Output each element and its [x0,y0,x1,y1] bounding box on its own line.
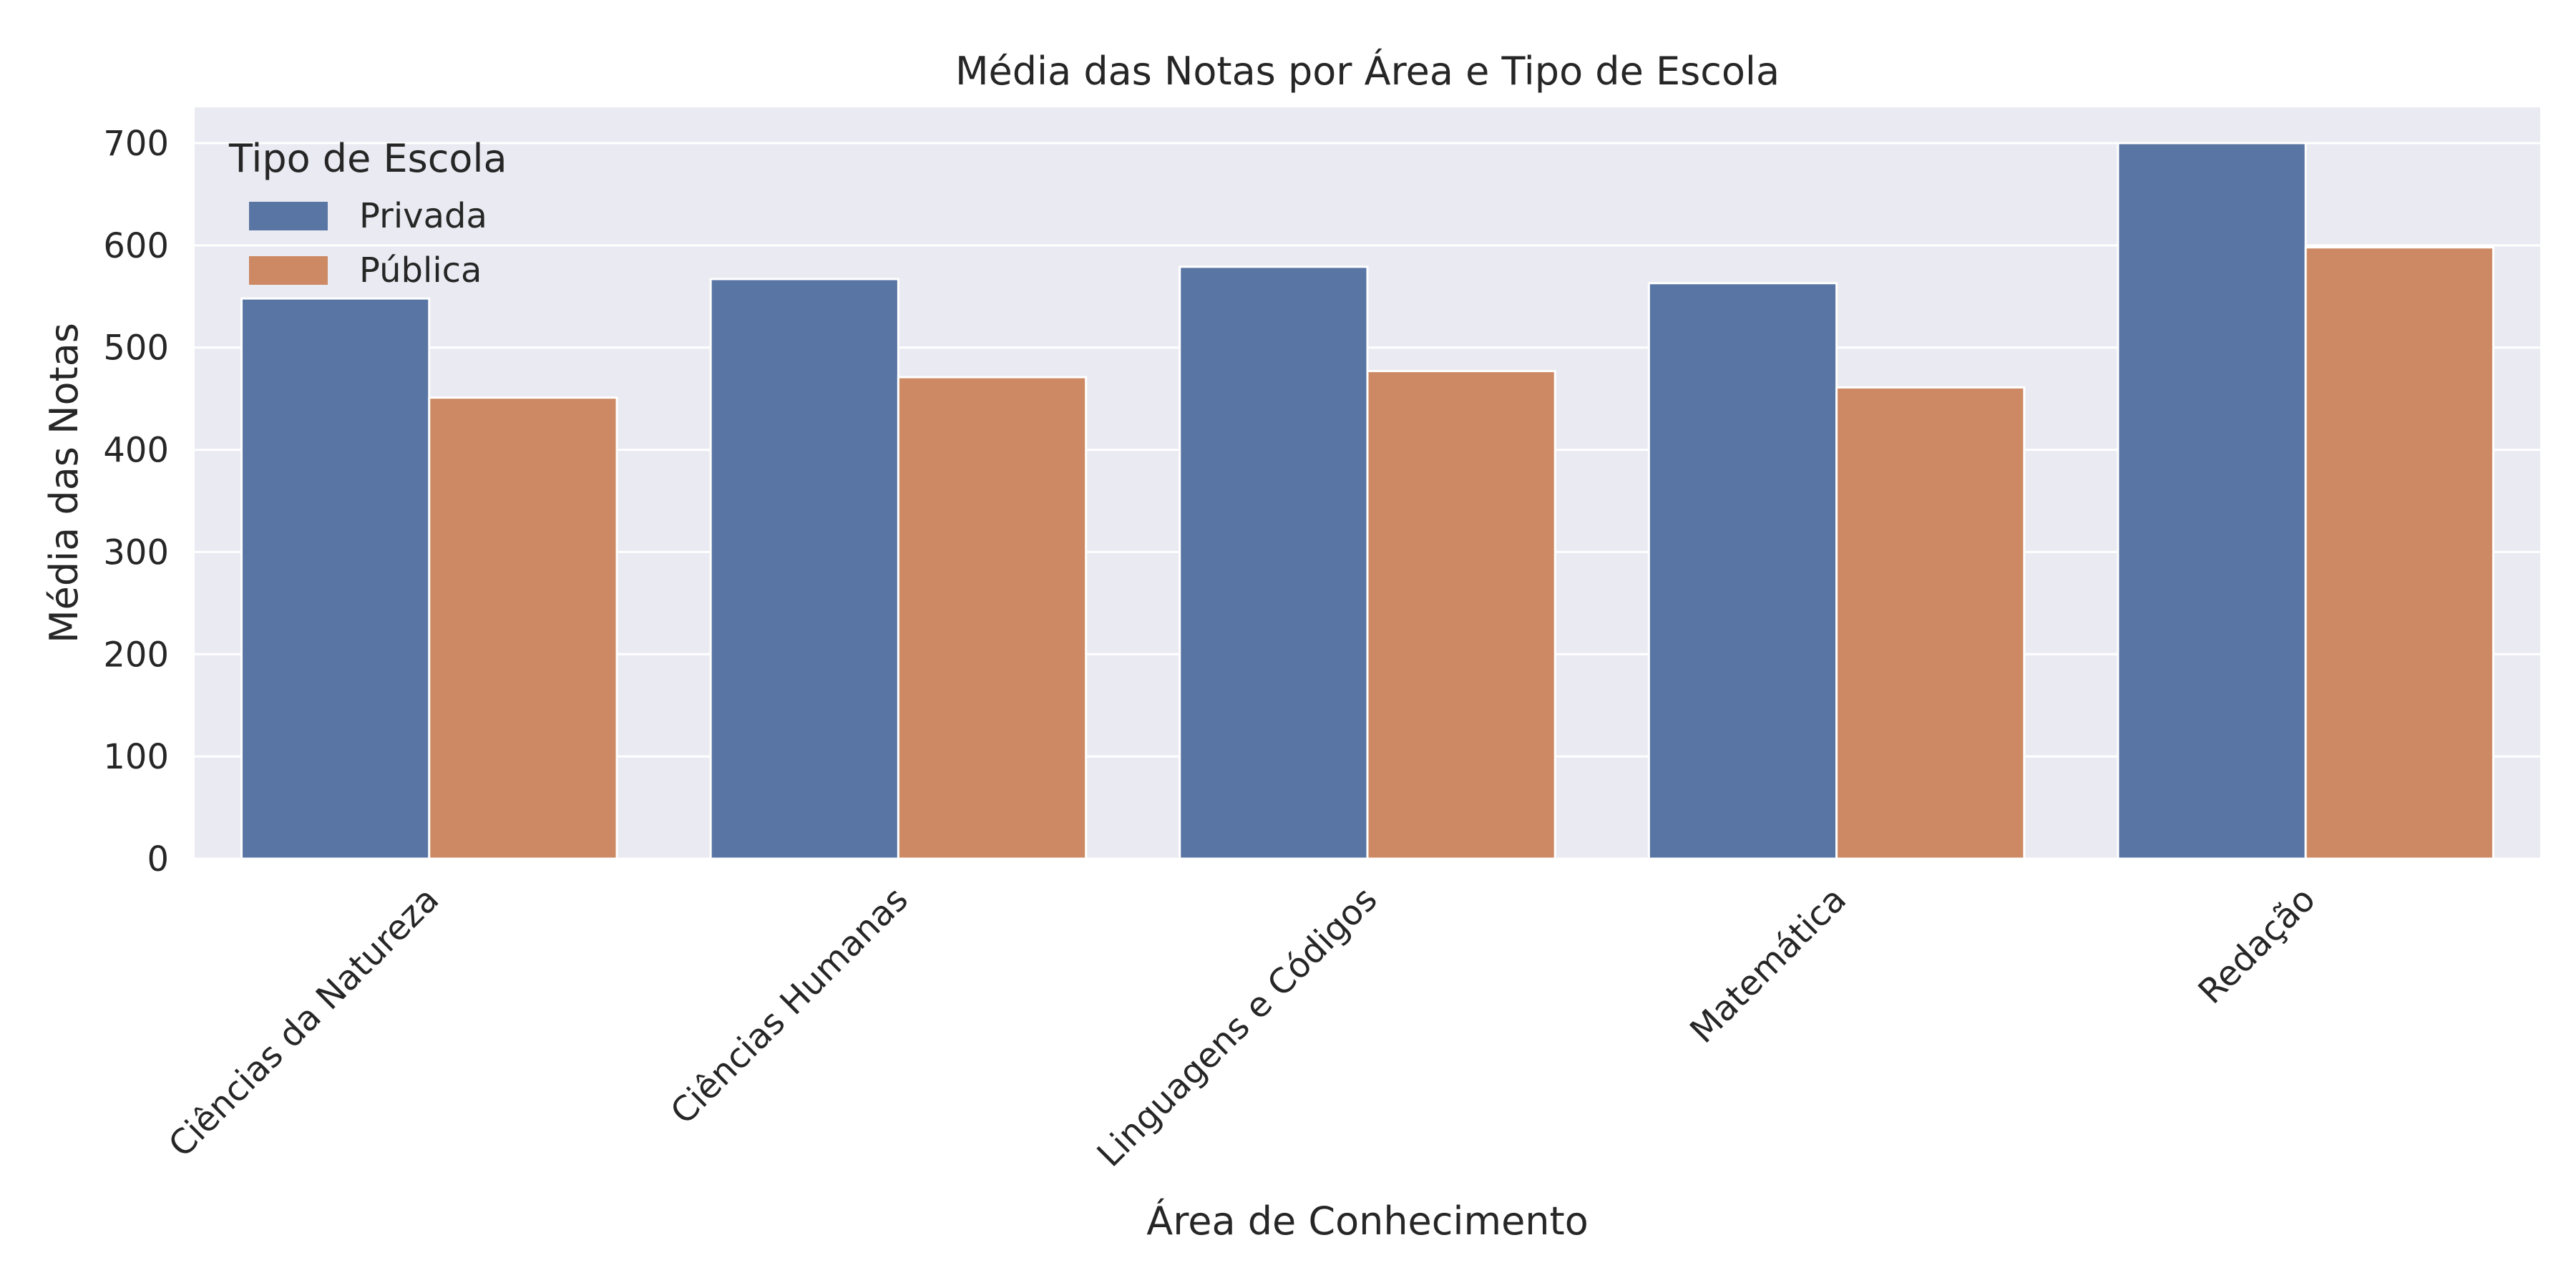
bar-publica-linguagens-e-codigos [1366,370,1556,860]
y-tick-label-300: 300 [103,532,169,572]
y-axis-label: Média das Notas [42,323,87,643]
bar-privada-ciencias-humanas [709,278,899,860]
y-axis-ticks: 0 100 200 300 400 500 600 700 [103,124,169,879]
x-axis-label: Área de Conhecimento [1146,1199,1588,1244]
legend-swatch-publica [249,256,328,285]
bar-privada-ciencias-da-natureza [240,297,431,860]
x-tick-label-linguagens-e-codigos: Linguagens e Códigos [1090,879,1385,1175]
y-tick-label-600: 600 [103,226,169,266]
legend-swatch-privada [249,202,328,230]
x-tick-label-redacao: Redação [2191,879,2323,1012]
bar-privada-matematica [1647,282,1838,860]
y-tick-label-200: 200 [103,635,169,675]
x-tick-label-ciencias-humanas: Ciências Humanas [663,879,916,1132]
bar-publica-ciencias-da-natureza [428,396,618,860]
y-tick-label-500: 500 [103,328,169,369]
y-tick-label-700: 700 [103,124,169,164]
bar-publica-redacao [2304,246,2494,860]
bar-publica-matematica [1835,386,2026,860]
bar-privada-redacao [2117,142,2307,860]
bar-publica-ciencias-humanas [897,376,1088,860]
y-tick-label-100: 100 [103,737,169,777]
bars [240,142,2494,860]
legend-title: Tipo de Escola [228,136,507,181]
x-axis-ticks: Ciências da Natureza Ciências Humanas Ling… [161,879,2323,1175]
x-tick-label-matematica: Matemática [1682,879,1854,1051]
chart-title: Média das Notas por Área e Tipo de Escol… [955,49,1780,94]
bar-privada-linguagens-e-codigos [1179,265,1369,860]
legend: Tipo de Escola Privada Pública [228,136,507,291]
x-tick-label-ciencias-da-natureza: Ciências da Natureza [161,879,447,1165]
legend-label-privada: Privada [359,196,487,236]
y-tick-label-400: 400 [103,431,169,471]
legend-label-publica: Pública [359,250,482,291]
y-tick-label-0: 0 [147,839,169,879]
